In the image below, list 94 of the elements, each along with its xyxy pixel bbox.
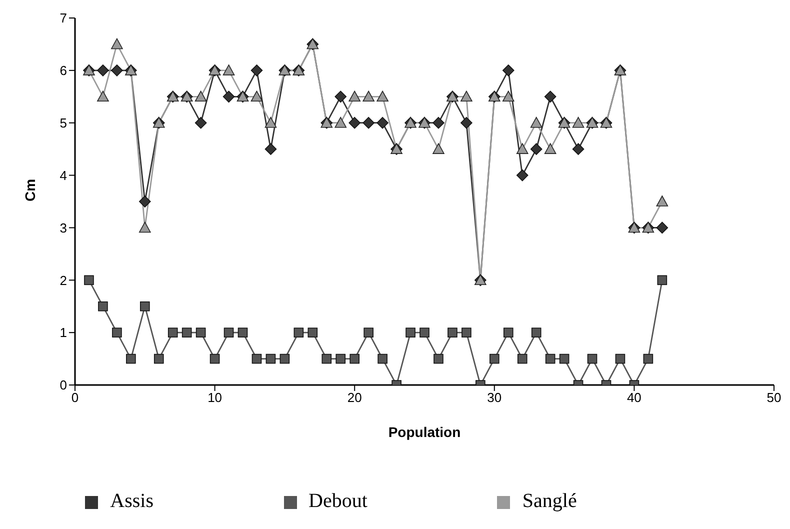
point <box>364 328 374 338</box>
x-tick-label: 40 <box>626 390 642 406</box>
point <box>502 64 514 76</box>
point <box>222 90 235 103</box>
point <box>264 143 277 155</box>
point <box>250 64 263 76</box>
point <box>516 169 528 182</box>
point <box>308 328 318 338</box>
point <box>334 90 347 103</box>
y-tick-label: 1 <box>60 325 67 340</box>
point <box>139 222 151 233</box>
point <box>587 354 598 364</box>
point <box>294 328 304 338</box>
point <box>530 116 542 128</box>
point <box>462 328 472 338</box>
point <box>572 116 584 128</box>
y-tick-label: 7 <box>60 10 67 26</box>
point <box>460 116 472 129</box>
point <box>97 64 109 76</box>
point <box>544 143 556 154</box>
point <box>111 64 123 76</box>
x-tick-label: 10 <box>208 390 222 406</box>
point <box>406 328 416 338</box>
x-tick-label: 30 <box>487 390 502 406</box>
point <box>502 90 514 102</box>
point <box>434 354 444 364</box>
point <box>490 354 500 364</box>
point <box>140 301 150 312</box>
legend-label: Sanglé <box>522 490 577 512</box>
point <box>432 116 444 129</box>
point <box>432 143 444 154</box>
point <box>194 90 207 102</box>
point <box>517 354 528 364</box>
point <box>112 328 122 338</box>
point <box>348 116 360 129</box>
point <box>154 354 164 364</box>
point <box>98 301 108 312</box>
point <box>460 90 472 102</box>
point <box>238 328 248 338</box>
point <box>348 90 360 102</box>
point <box>545 354 556 364</box>
point <box>448 328 458 338</box>
point <box>376 116 388 129</box>
y-tick-label: 6 <box>60 63 67 78</box>
point <box>194 116 207 129</box>
point <box>378 354 388 364</box>
point <box>544 90 556 103</box>
point <box>210 354 220 364</box>
x-tick-label: 0 <box>71 390 79 406</box>
point <box>516 143 528 154</box>
point <box>336 354 346 364</box>
point <box>322 354 332 364</box>
point <box>572 143 584 155</box>
point <box>643 354 654 364</box>
point <box>656 196 668 206</box>
point <box>250 90 263 102</box>
point <box>656 222 668 234</box>
legend-label: Assis <box>110 490 154 512</box>
point <box>334 116 347 128</box>
point <box>252 354 262 364</box>
x-tick-label: 50 <box>766 390 782 406</box>
point <box>376 90 388 102</box>
point <box>264 116 277 128</box>
point <box>530 143 542 155</box>
y-tick-label: 2 <box>60 272 67 288</box>
point <box>350 354 360 364</box>
point <box>657 275 668 286</box>
y-tick-label: 4 <box>60 168 67 183</box>
point <box>503 328 514 338</box>
y-axis-title: Cm <box>22 178 38 202</box>
point <box>182 328 192 338</box>
point <box>196 328 206 338</box>
point <box>139 196 151 208</box>
point <box>168 328 178 338</box>
point <box>266 354 276 364</box>
point <box>84 275 94 286</box>
point <box>222 64 235 76</box>
point <box>224 328 234 338</box>
point <box>97 90 109 102</box>
x-tick-label: 20 <box>347 390 362 406</box>
point <box>559 354 570 364</box>
point <box>420 328 430 338</box>
y-tick-label: 0 <box>60 378 67 393</box>
x-axis-title: Population <box>388 424 461 440</box>
point <box>280 354 290 364</box>
point <box>126 354 136 364</box>
legend-label: Debout <box>308 490 368 512</box>
point <box>362 90 374 102</box>
point <box>111 38 123 50</box>
y-tick-label: 3 <box>60 220 67 236</box>
point <box>362 116 374 129</box>
point <box>615 354 626 364</box>
point <box>531 328 542 338</box>
y-tick-label: 5 <box>60 115 67 130</box>
